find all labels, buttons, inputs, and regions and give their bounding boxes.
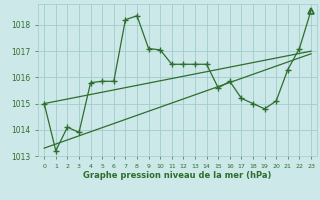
X-axis label: Graphe pression niveau de la mer (hPa): Graphe pression niveau de la mer (hPa): [84, 171, 272, 180]
